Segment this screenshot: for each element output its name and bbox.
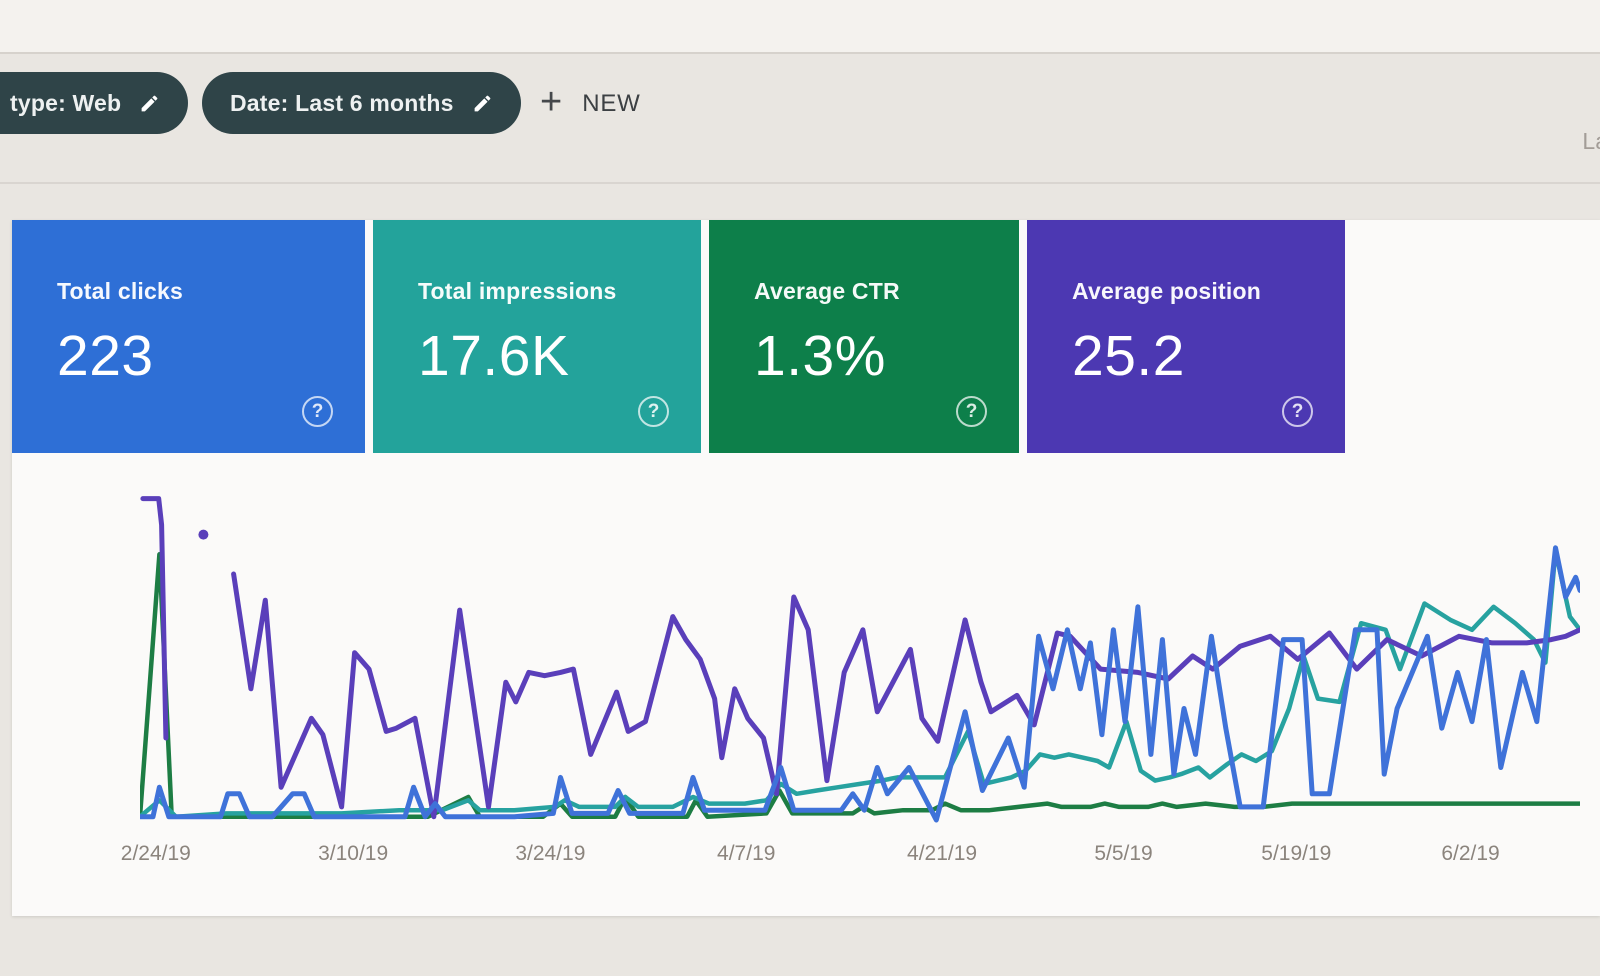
x-axis-tick: 3/10/19	[318, 842, 389, 865]
metric-cards: Total clicks 223? Total impressions 17.6K? A…	[12, 220, 1345, 453]
series-line-ctr	[140, 552, 1580, 819]
header-divider	[0, 182, 1600, 184]
filter-bar: type: Web Date: Last 6 months + NEW	[0, 72, 1600, 144]
card-value: 223	[57, 324, 154, 388]
card-value: 25.2	[1072, 324, 1185, 388]
plus-icon: +	[540, 81, 563, 123]
metric-card-total-impressions[interactable]: Total impressions 17.6K?	[373, 220, 701, 453]
x-axis-tick: 4/21/19	[907, 842, 978, 865]
card-label: Average position	[1072, 278, 1261, 304]
metric-card-average-position[interactable]: Average position 25.2?	[1027, 220, 1345, 453]
metric-card-total-clicks[interactable]: Total clicks 223?	[12, 220, 365, 453]
new-filter-button[interactable]: + NEW	[530, 76, 651, 132]
date-filter-label: Date: Last 6 months	[230, 89, 454, 116]
help-icon[interactable]: ?	[1282, 396, 1313, 427]
x-axis-tick: 6/2/19	[1441, 842, 1500, 865]
edit-pencil-icon[interactable]	[472, 93, 493, 114]
x-axis-labels: 2/24/19 3/10/19 3/24/19 4/7/19 4/21/19 5/5/19…	[121, 842, 1580, 872]
x-axis-tick: 2/24/19	[120, 842, 191, 865]
help-icon[interactable]: ?	[302, 396, 333, 427]
new-filter-label: NEW	[582, 90, 641, 117]
card-label: Average CTR	[754, 278, 900, 304]
card-label: Total impressions	[418, 278, 617, 304]
edit-pencil-icon[interactable]	[139, 93, 160, 114]
date-filter-chip[interactable]: Date: Last 6 months	[202, 72, 521, 134]
card-value: 1.3%	[754, 324, 886, 388]
top-right-partial-text: La	[1582, 128, 1600, 154]
x-axis-tick: 5/5/19	[1094, 842, 1153, 865]
search-type-filter-label: type: Web	[10, 89, 122, 116]
x-axis-tick: 4/7/19	[717, 842, 776, 865]
search-type-filter-chip[interactable]: type: Web	[0, 72, 189, 134]
help-icon[interactable]: ?	[638, 396, 669, 427]
performance-panel: Total clicks 223? Total impressions 17.6K? A…	[12, 220, 1600, 916]
x-axis-tick: 5/19/19	[1261, 842, 1332, 865]
series-line-position	[140, 496, 169, 741]
help-icon[interactable]: ?	[956, 396, 987, 427]
series-line-impressions	[140, 548, 1580, 819]
series-line-position	[231, 571, 1580, 820]
x-axis-tick: 3/24/19	[515, 842, 586, 865]
card-label: Total clicks	[57, 278, 183, 304]
window-top-strip	[0, 0, 1600, 54]
card-value: 17.6K	[418, 324, 570, 388]
performance-chart	[140, 482, 1580, 832]
metric-card-average-ctr[interactable]: Average CTR 1.3%?	[709, 220, 1019, 453]
series-line-clicks	[140, 545, 1580, 823]
series-point-position	[198, 529, 209, 540]
